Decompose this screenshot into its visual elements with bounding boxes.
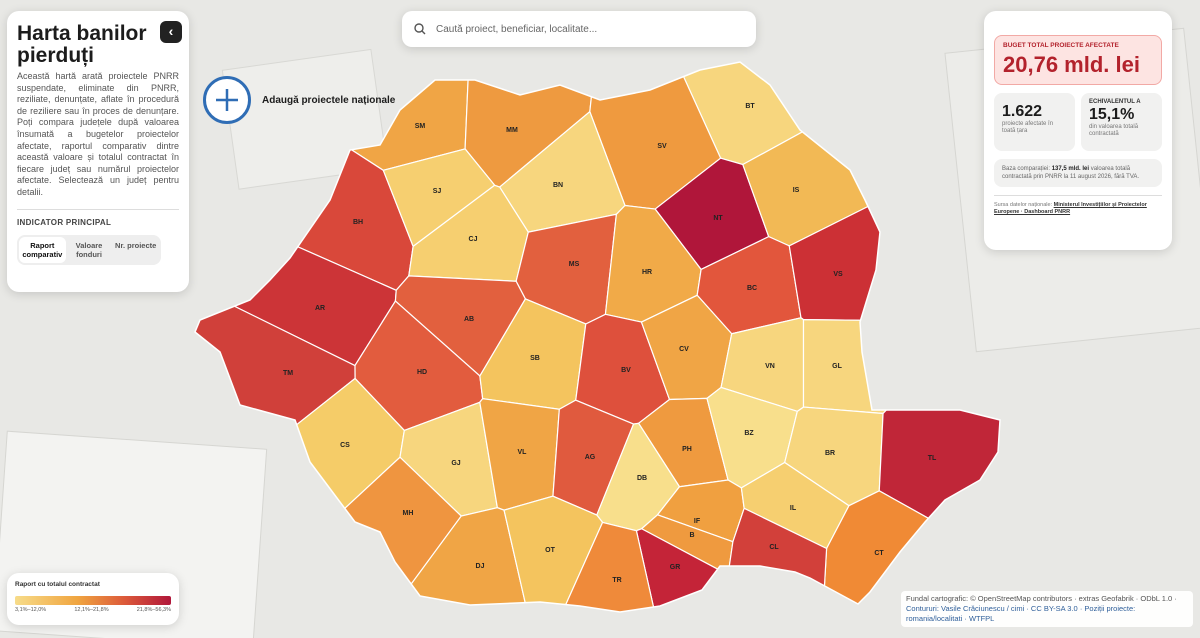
projects-card: 1.622 proiecte afectate în toată țara — [994, 93, 1075, 151]
source-prefix: Sursa datelor naționale: — [994, 202, 1053, 208]
search-icon — [414, 23, 426, 35]
county-label: SM — [415, 123, 426, 130]
plus-icon — [216, 89, 238, 111]
projects-value: 1.622 — [1002, 103, 1043, 120]
county-label: BH — [353, 219, 363, 226]
add-button[interactable] — [203, 76, 251, 124]
budget-value: 20,76 mld. lei — [1003, 52, 1140, 77]
search-placeholder: Caută proiect, beneficiar, localitate... — [436, 23, 598, 35]
county-label: BC — [747, 285, 757, 292]
county-label: OT — [545, 547, 555, 554]
county-label: MM — [506, 127, 518, 134]
indicator-heading: INDICATOR PRINCIPAL — [17, 208, 179, 227]
county-label: IS — [793, 187, 800, 194]
county-label: MH — [403, 510, 414, 517]
legend-range: 3,1%–12,0% — [15, 607, 47, 613]
county-label: VN — [765, 363, 775, 370]
legend-labels: 3,1%–12,0% 12,1%–21,8% 21,8%–56,3% — [15, 607, 171, 613]
county-label: NT — [713, 215, 723, 222]
county-label: HD — [417, 369, 427, 376]
county-label: AR — [315, 305, 325, 312]
county-label: VS — [833, 271, 843, 278]
share-label: ECHIVALENTUL A — [1089, 99, 1141, 105]
attribution: Fundal cartografic: © OpenStreetMap cont… — [901, 591, 1193, 627]
tab[interactable]: Valoare fonduri — [75, 240, 103, 259]
base-value: 137,5 mld. lei — [1051, 166, 1090, 172]
county-label: SJ — [433, 188, 442, 195]
budget-label: BUGET TOTAL PROIECTE AFECTATE — [1003, 42, 1119, 49]
county-label: CT — [874, 550, 884, 557]
county-label: PH — [682, 446, 692, 453]
base-prefix: Baza comparației: — [1002, 166, 1051, 172]
county-label: CL — [769, 544, 779, 551]
county-label: IL — [790, 505, 797, 512]
title: Harta banilor pierduți — [17, 22, 147, 67]
county-label: SV — [657, 143, 667, 150]
legend: Raport cu totalul contractat 3,1%–12,0% … — [7, 573, 179, 625]
county-label: VL — [518, 449, 528, 456]
county-label: BT — [745, 103, 755, 110]
attribution-line: Fundal cartografic: © OpenStreetMap cont… — [906, 594, 1177, 603]
county-label: BR — [825, 450, 835, 457]
tabs: Raport comparativ Valoare fonduri Nr. pr… — [17, 234, 161, 265]
description: Această hartă arată proiectele PNRR susp… — [17, 71, 179, 197]
county[interactable] — [802, 319, 974, 415]
county-label: GJ — [451, 460, 460, 467]
county-label: DB — [637, 475, 647, 482]
county-label: CJ — [469, 236, 478, 243]
summary-panel: BUGET TOTAL PROIECTE AFECTATE 20,76 mld.… — [984, 11, 1172, 250]
legend-range: 21,8%–56,3% — [136, 607, 171, 613]
county-label: AG — [585, 454, 596, 461]
county-label: TM — [283, 370, 293, 377]
collapse-button[interactable]: ‹ — [160, 21, 182, 43]
country-outline — [194, 61, 1001, 613]
projects-caption: proiecte afectate în toată țara — [1002, 121, 1054, 134]
stats: 1.622 proiecte afectate în toată țara EC… — [994, 93, 1162, 151]
attribution-link[interactable]: Contururi: Vasile Crăciunescu / cimi · C… — [906, 604, 1136, 613]
base-suffix: valoarea totală contractată prin PNRR la… — [1002, 166, 1140, 180]
budget-card: BUGET TOTAL PROIECTE AFECTATE 20,76 mld.… — [994, 35, 1162, 85]
county-label: CV — [679, 346, 689, 353]
county-label: DJ — [476, 563, 485, 570]
legend-scale — [15, 596, 171, 605]
county-label: TL — [928, 455, 937, 462]
search-box[interactable]: Caută proiect, beneficiar, localitate... — [402, 11, 756, 47]
county-label: BZ — [744, 430, 754, 437]
legend-title: Raport cu totalul contractat — [15, 581, 100, 588]
county[interactable] — [553, 521, 660, 630]
county-label: SB — [530, 355, 540, 362]
share-caption: din valoarea totală contractată — [1089, 124, 1139, 137]
county-label: GR — [670, 564, 681, 571]
county-label: IF — [694, 518, 701, 525]
share-value: 15,1% — [1089, 106, 1135, 123]
attribution-line: Contururi: Vasile Crăciunescu / cimi · C… — [906, 604, 1188, 614]
attribution-line: romania/localitati · WTFPL — [906, 614, 1188, 624]
county-label: BN — [553, 182, 563, 189]
tab[interactable]: Nr. proiecte — [115, 240, 157, 250]
county-label: AB — [464, 316, 474, 323]
county-label: CS — [340, 442, 350, 449]
county-label: GL — [832, 363, 842, 370]
source-note: Sursa datelor naționale: Ministerul Inve… — [994, 195, 1162, 216]
county-labels: SMMMBTSVBHSJBNNTISCJMSHRBCVSARABHDTMSBBV… — [283, 103, 937, 584]
add-button-label[interactable]: Adaugă proiectele naționale — [262, 95, 396, 106]
sidebar: Harta banilor pierduți Această hartă ara… — [7, 11, 189, 292]
county-label: B — [689, 532, 694, 539]
legend-range: 12,1%–21,8% — [74, 607, 109, 613]
tab[interactable]: Raport comparativ — [19, 236, 66, 263]
base-note: Baza comparației: 137,5 mld. lei valoare… — [994, 159, 1162, 187]
county-label: MS — [569, 261, 580, 268]
attribution-link[interactable]: romania/localitati · WTFPL — [906, 614, 995, 623]
county-label: TR — [612, 577, 621, 584]
share-card: ECHIVALENTUL A 15,1% din valoarea totală… — [1081, 93, 1162, 151]
source-link[interactable]: Ministerul Investițiilor și Proiectelor … — [994, 202, 1147, 215]
county-label: HR — [642, 269, 652, 276]
county-label: BV — [621, 367, 631, 374]
